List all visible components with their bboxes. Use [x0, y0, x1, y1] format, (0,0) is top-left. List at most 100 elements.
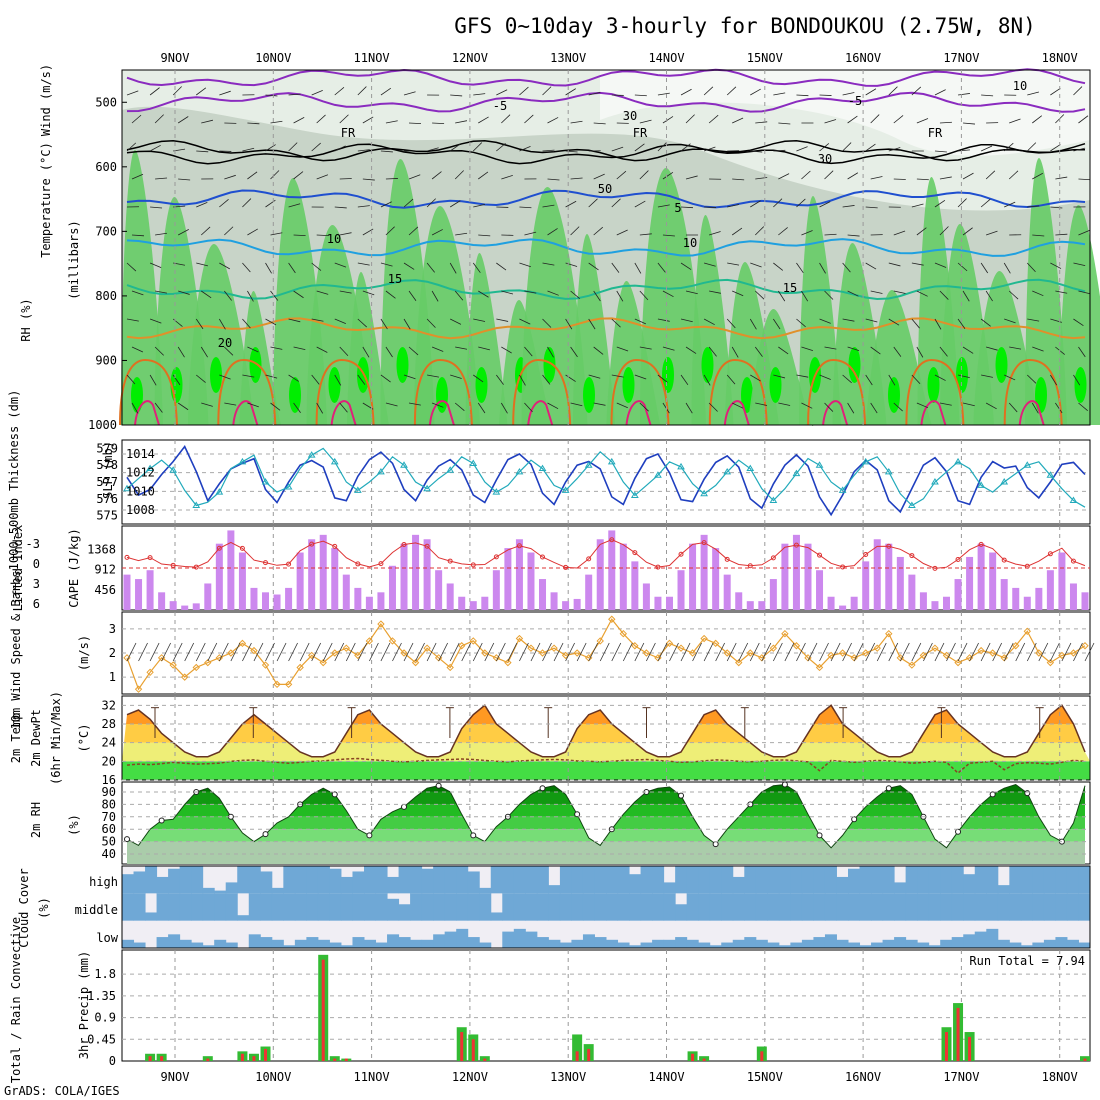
wind-speed-marker: [319, 658, 327, 667]
wind-barb: [270, 120, 283, 124]
cape-bar: [1035, 587, 1043, 610]
cape-bar: [423, 539, 431, 610]
ylabel-cape: CAPE (J/kg): [67, 528, 81, 607]
li-marker: [678, 551, 684, 557]
rh-saturated-core: [662, 357, 674, 393]
cloud-high-bar: [836, 876, 849, 894]
wind-barb: [196, 201, 208, 208]
cloud-middle-bar: [271, 893, 284, 921]
isotherm-label: 5: [674, 201, 681, 215]
isotherm-label: FR: [928, 126, 943, 140]
cloud-middle-bar: [317, 893, 330, 921]
li-marker: [470, 562, 476, 568]
wind-barb-10m: [230, 642, 241, 662]
wind-barb: [542, 262, 555, 266]
wind-barb: [455, 120, 468, 124]
wind-barb-10m: [495, 642, 506, 662]
wind-barb: [408, 174, 421, 180]
wind-barb: [177, 402, 189, 411]
wind-barb: [888, 147, 901, 152]
cloud-high-bar: [375, 866, 388, 894]
wind-speed-marker: [1081, 642, 1089, 650]
cloud-high-bar: [133, 871, 146, 894]
wind-barb: [731, 346, 739, 358]
wind-barb: [288, 93, 301, 96]
wind-barb: [755, 290, 765, 300]
rh-saturated-core: [328, 367, 341, 403]
upper-air-frame: [121, 69, 1091, 426]
isotherm-line: [126, 238, 1086, 257]
isotherm-25-loop: [512, 358, 572, 426]
wind-barb: [680, 88, 692, 96]
wind-barb: [708, 231, 721, 236]
thickness-series-line: [126, 447, 1086, 508]
wind-speed-marker: [504, 658, 512, 667]
cloud-low-bar: [721, 942, 734, 948]
rh-saturated-core: [249, 347, 262, 383]
temp-band-16-20: [122, 761, 1090, 780]
precip-convective-bar: [760, 1051, 764, 1061]
wind-barb: [357, 86, 367, 96]
wind-speed-marker: [665, 639, 674, 648]
li-marker: [863, 551, 869, 557]
wind-barb: [293, 290, 304, 299]
wind-barb-10m: [934, 642, 945, 662]
cloud-high-bar: [122, 874, 135, 894]
rh2m-fill-band: [127, 816, 1085, 830]
cloud-middle-bar: [709, 893, 722, 921]
wind-barb-10m: [207, 642, 218, 662]
wind-speed-marker: [723, 649, 731, 657]
isotherm-25-loop: [708, 358, 768, 426]
li-marker: [1047, 551, 1053, 557]
wind-barb: [311, 142, 321, 152]
wind-barb: [870, 402, 878, 414]
li-marker: [955, 556, 961, 562]
wind-barb: [980, 318, 991, 327]
cloud-high-bar: [145, 866, 158, 894]
wind-barb-10m: [138, 642, 148, 662]
cloud-middle-bar: [905, 893, 918, 921]
precip-convective-bar: [1083, 1058, 1087, 1061]
wind-barb: [847, 402, 855, 414]
cloud-middle-bar: [859, 893, 872, 921]
li-marker: [124, 554, 130, 560]
wind-barb: [1078, 178, 1091, 181]
isotherm-25-loop: [119, 358, 178, 426]
cloud-high-bar: [767, 866, 780, 894]
isotherm-30-loop: [527, 400, 554, 426]
wind-barb: [270, 346, 283, 350]
wind-barb: [588, 91, 601, 96]
wind-barb: [778, 227, 788, 236]
cape-bar: [158, 592, 166, 610]
wind-barb: [426, 198, 436, 208]
top-date-axis: 9NOV 10NOV 11NOV 12NOV 13NOV 14NOV 15NOV 16NOV 1…: [161, 51, 1078, 65]
cloud-low-bar: [283, 945, 296, 948]
cloud-high-bar: [467, 871, 480, 894]
wind-speed-marker: [481, 649, 489, 657]
cloud-high-bar: [675, 866, 688, 894]
cape-bar: [839, 605, 847, 610]
cape-bar: [504, 548, 512, 610]
cloud-middle-bar: [848, 893, 861, 921]
wind-barb: [496, 374, 504, 385]
wind-barb: [431, 171, 442, 180]
cloud-low-bar: [940, 939, 953, 948]
ylabel-2m-rh: 2m RH: [29, 802, 43, 838]
wind-barb: [455, 232, 468, 236]
isotherm-line: [126, 143, 1085, 165]
li-marker: [170, 562, 176, 568]
wind-barb: [218, 318, 226, 330]
cape-bar: [215, 543, 223, 610]
li-marker: [747, 563, 753, 569]
wind-barb: [293, 402, 301, 413]
rh-saturated-core: [475, 367, 488, 403]
wind-barb: [196, 87, 207, 96]
wind-barb: [247, 171, 258, 180]
wind-barb: [888, 262, 901, 267]
wind-barb: [662, 346, 675, 351]
wind-barb: [431, 346, 444, 352]
wind-barb: [911, 262, 924, 266]
cape-bar: [1058, 552, 1066, 610]
cloud-middle-bar: [640, 893, 653, 921]
wind-barb: [385, 226, 395, 236]
